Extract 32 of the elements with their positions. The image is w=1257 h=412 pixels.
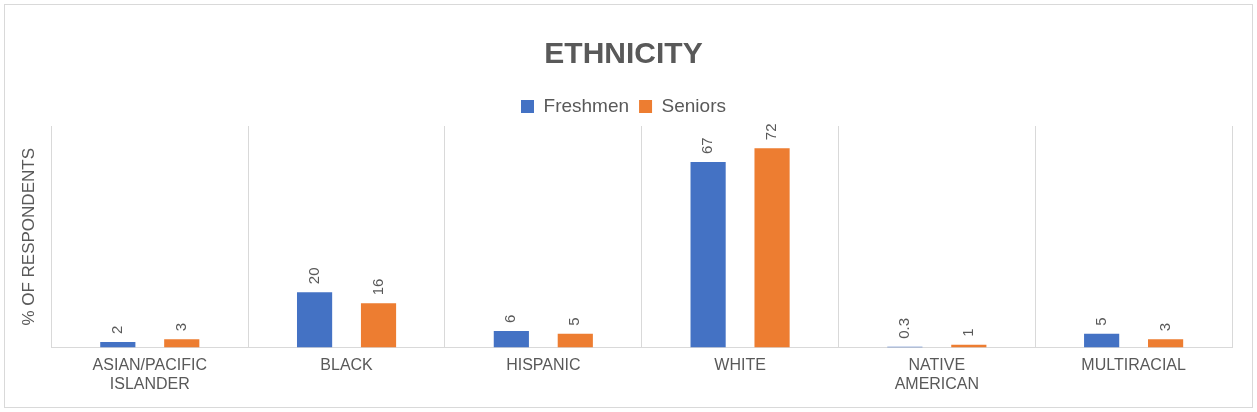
- bar: [754, 148, 790, 348]
- x-tick-label: ASIAN/PACIFIC ISLANDER: [92, 355, 207, 392]
- data-label: 5: [1091, 317, 1109, 326]
- bar: [1084, 333, 1120, 348]
- legend-label: Seniors: [661, 94, 726, 116]
- data-label: 6: [501, 314, 519, 323]
- x-tick-label: HISPANIC: [506, 355, 581, 373]
- x-tick-label: BLACK: [320, 355, 374, 373]
- bar: [557, 333, 593, 348]
- data-label: 3: [171, 322, 189, 332]
- bar: [1148, 339, 1184, 348]
- chart-title: ETHNICITY: [544, 36, 703, 70]
- y-axis-title: % OF RESPONDENTS: [18, 148, 38, 326]
- data-label: 2: [107, 325, 125, 335]
- data-label: 20: [304, 267, 322, 285]
- data-label: 72: [762, 123, 780, 141]
- x-tick-label: MULTIRACIAL: [1081, 355, 1187, 373]
- data-label: 0.3: [895, 317, 913, 339]
- bar: [100, 342, 136, 348]
- bar: [493, 330, 529, 348]
- data-label: 16: [368, 278, 386, 296]
- bar: [164, 339, 200, 348]
- data-label: 3: [1155, 322, 1173, 332]
- data-label: 67: [698, 137, 716, 155]
- legend-label: Freshmen: [543, 94, 630, 116]
- bar: [690, 162, 726, 348]
- data-label: 1: [958, 328, 976, 337]
- x-tick-label: NATIVE AMERICAN: [894, 355, 980, 392]
- bar: [296, 292, 333, 348]
- bar: [360, 303, 397, 348]
- data-label: 5: [565, 317, 583, 326]
- x-tick-label: WHITE: [714, 355, 766, 373]
